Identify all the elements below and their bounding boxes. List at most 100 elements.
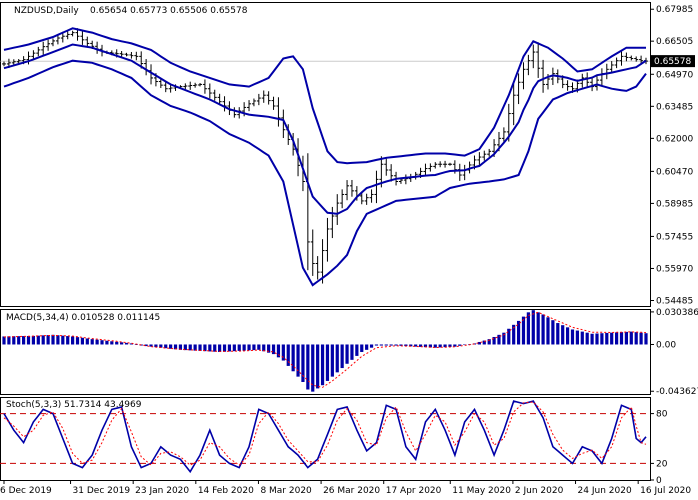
macd-histogram-bar <box>85 338 89 345</box>
macd-histogram-bar <box>536 312 540 345</box>
macd-histogram-bar <box>169 344 173 349</box>
bollinger-middle-band <box>3 43 647 215</box>
price-bar <box>261 90 266 103</box>
price-bar <box>46 39 51 51</box>
price-bar <box>188 81 193 90</box>
macd-histogram-bar <box>409 344 413 347</box>
macd-histogram-bar <box>624 331 628 345</box>
macd-title: MACD(5,34,4) 0.010528 0.011145 <box>6 313 160 323</box>
last-price-box <box>651 55 695 68</box>
macd-histogram-bar <box>95 339 99 345</box>
macd-histogram-bar <box>61 335 65 345</box>
price-bar <box>16 59 21 64</box>
macd-histogram-bar <box>36 335 40 345</box>
macd-histogram-bar <box>218 344 222 352</box>
y-tick-label: 0.62000 <box>656 134 693 144</box>
price-bar <box>36 46 41 57</box>
macd-histogram-bar <box>340 344 344 369</box>
price-bar <box>349 179 354 197</box>
price-bar <box>256 93 261 106</box>
macd-histogram-bar <box>2 336 6 345</box>
macd-histogram-bar <box>12 336 16 345</box>
price-bar <box>536 42 541 78</box>
macd-histogram-bar <box>80 337 85 345</box>
macd-histogram-bar <box>31 335 36 345</box>
macd-histogram-bar <box>17 336 21 345</box>
macd-histogram-bar <box>580 331 584 345</box>
macd-histogram-bar <box>546 317 550 345</box>
price-bar <box>310 229 315 276</box>
macd-histogram-bar <box>355 344 359 356</box>
macd-histogram-bar <box>512 324 516 345</box>
macd-histogram-bar <box>428 344 432 348</box>
price-bar <box>271 96 276 110</box>
x-tick-label: 17 Apr 2020 <box>386 486 442 496</box>
price-bar <box>163 81 168 93</box>
macd-histogram-bar <box>369 344 374 348</box>
macd-histogram-bar <box>286 344 290 366</box>
macd-histogram-bar <box>614 332 619 345</box>
price-bar <box>594 76 599 91</box>
macd-histogram-bar <box>365 344 369 350</box>
price-bar <box>619 51 624 66</box>
x-tick-label: 2 Jun 2020 <box>515 486 564 496</box>
macd-histogram-bar <box>639 332 643 345</box>
x-tick-label: 6 Dec 2019 <box>0 486 52 496</box>
macd-histogram-bar <box>178 344 183 350</box>
macd-histogram-bar <box>129 343 134 345</box>
price-bar <box>70 30 75 37</box>
price-bar <box>423 163 428 177</box>
bollinger-lower-band <box>3 59 647 287</box>
price-bar <box>129 51 134 59</box>
price-bar <box>266 91 271 105</box>
price-bar <box>541 59 546 93</box>
macd-histogram-bar <box>291 344 295 372</box>
macd-histogram-bar <box>482 340 486 345</box>
stochastic-d-line <box>3 401 647 466</box>
macd-histogram-bar <box>384 344 388 346</box>
macd-histogram-bar <box>311 344 315 392</box>
macd-histogram-bar <box>173 344 178 350</box>
stochastic-k-line <box>3 400 647 474</box>
macd-histogram-bar <box>267 344 271 353</box>
macd-histogram-bar <box>134 344 138 345</box>
price-bar <box>364 193 369 205</box>
price-bar <box>276 97 281 127</box>
price-bar <box>521 62 526 90</box>
macd-histogram-bar <box>26 335 31 345</box>
macd-histogram-bar <box>644 333 648 345</box>
macd-histogram-bar <box>51 334 55 345</box>
macd-histogram-bar <box>453 344 457 347</box>
macd-signal-line <box>3 311 647 388</box>
y-tick-label: 0.58985 <box>656 199 693 209</box>
price-bar <box>144 59 149 76</box>
price-bar <box>462 164 467 181</box>
macd-histogram-bar <box>281 344 285 361</box>
macd-histogram-bar <box>443 344 447 348</box>
price-bar <box>565 80 570 91</box>
y-tick-label: 0.67985 <box>656 5 693 15</box>
ohlc-values: 0.65654 0.65773 0.65506 0.65578 <box>90 6 248 16</box>
macd-histogram-bar <box>360 344 364 352</box>
price-bar <box>345 180 350 201</box>
price-bar <box>119 51 124 57</box>
macd-histogram-bar <box>124 342 129 345</box>
price-bar <box>202 79 207 94</box>
y-tick-label: 80 <box>656 410 668 420</box>
macd-histogram-bar <box>487 339 491 345</box>
price-bar <box>124 52 129 57</box>
macd-histogram-bar <box>159 344 163 348</box>
macd-histogram-bar <box>610 332 614 345</box>
macd-histogram-bar <box>66 336 70 345</box>
macd-histogram-bar <box>183 344 187 351</box>
macd-histogram-bar <box>575 330 579 345</box>
macd-histogram-bar <box>374 344 379 346</box>
macd-histogram-bar <box>22 336 26 345</box>
macd-histogram-bar <box>208 344 212 352</box>
price-bar <box>85 36 90 47</box>
macd-histogram-bar <box>46 335 50 345</box>
macd-histogram-bar <box>463 344 467 346</box>
x-tick-label: 24 Jun 2020 <box>578 486 632 496</box>
macd-histogram-bar <box>164 344 168 349</box>
